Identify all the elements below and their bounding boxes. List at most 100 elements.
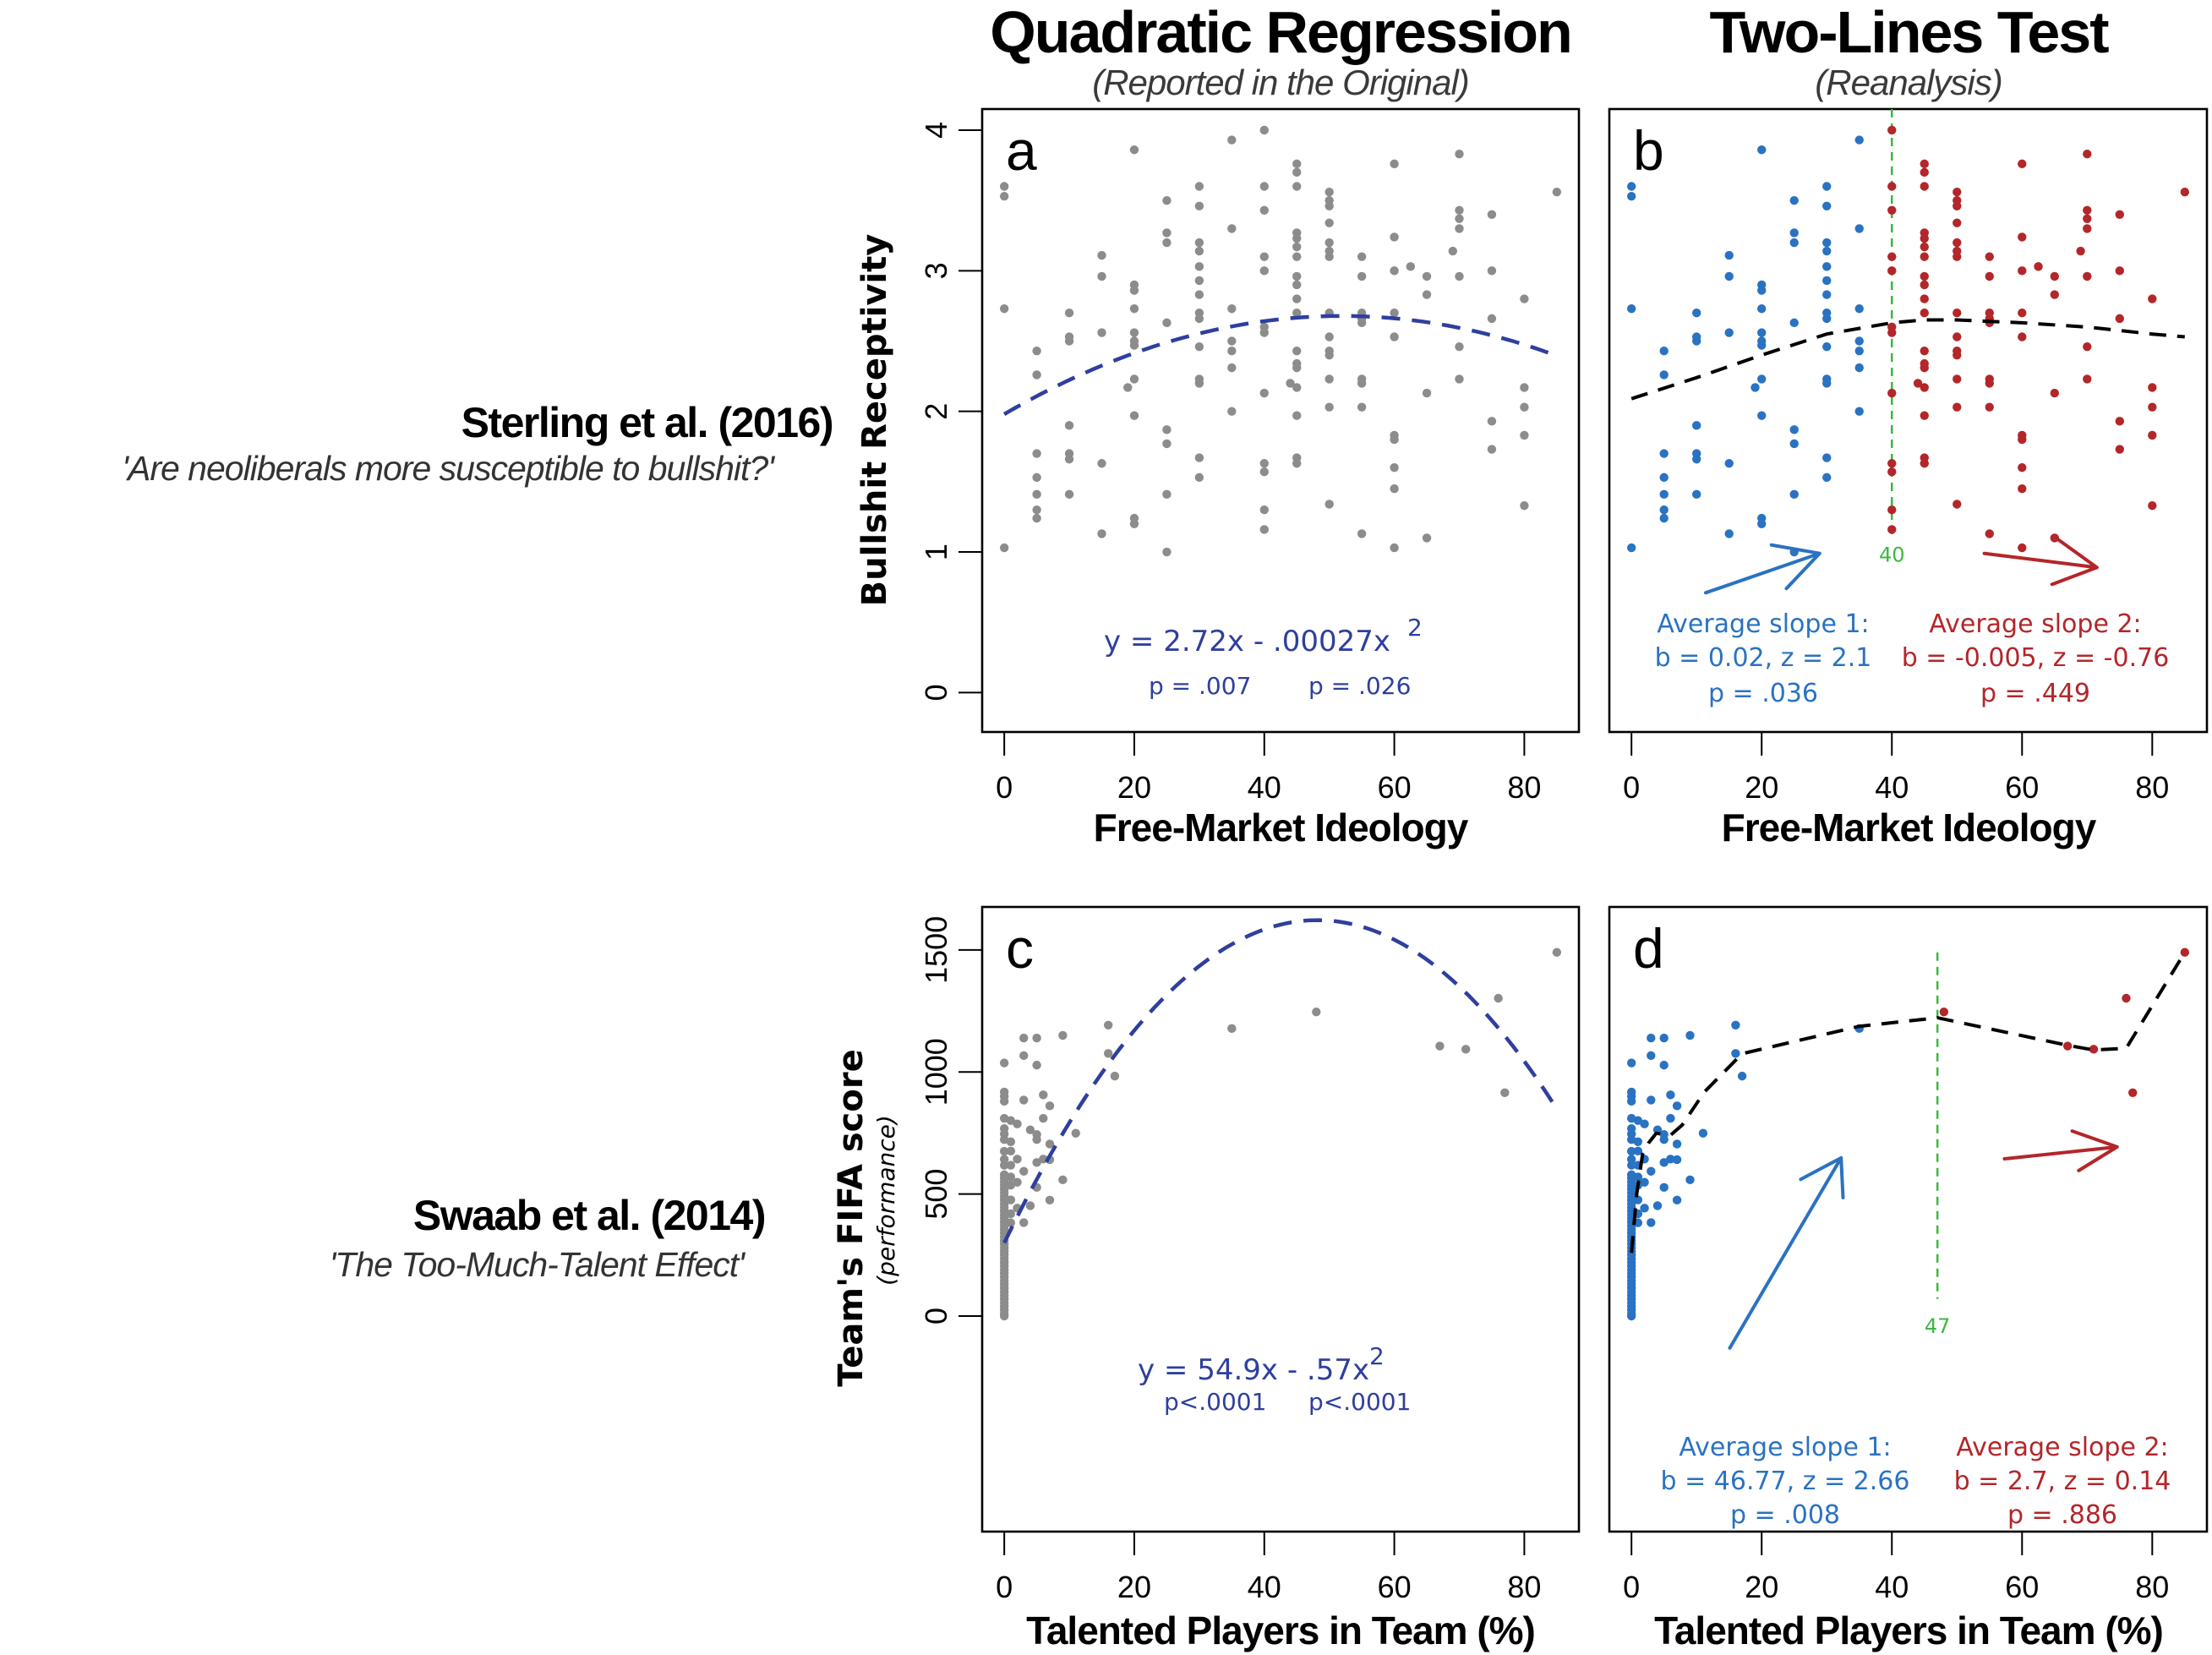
x-axis-label-c: Talented Players in Team (%) <box>1026 1609 1535 1652</box>
data-point <box>1659 1060 1669 1070</box>
y-tick-label: 1000 <box>919 1038 953 1106</box>
data-point <box>1920 182 1929 191</box>
data-point <box>1032 1135 1041 1144</box>
data-point <box>1390 434 1399 445</box>
data-point <box>1854 224 1864 233</box>
data-point <box>1672 1101 1682 1111</box>
data-point <box>1985 529 1994 538</box>
data-point <box>1324 332 1334 341</box>
data-point <box>1520 402 1529 412</box>
data-point <box>1019 1033 1029 1043</box>
data-point <box>1129 145 1139 155</box>
data-point <box>1103 1020 1113 1030</box>
data-point <box>1647 1095 1656 1105</box>
data-point <box>1019 1218 1029 1227</box>
data-point <box>1953 374 1962 384</box>
data-point <box>1724 250 1734 260</box>
panel-d: 0 20 40 60 80 d 47 Average slope 1: b = 46.77, z… <box>1608 905 2209 1604</box>
data-point <box>1737 1071 1747 1081</box>
data-point <box>999 1146 1009 1156</box>
data-point <box>2034 262 2043 271</box>
data-point <box>1920 411 1929 420</box>
data-point <box>1194 238 1204 248</box>
data-point <box>1259 182 1269 191</box>
data-point <box>2018 232 2027 242</box>
data-point <box>1227 407 1237 416</box>
data-point <box>1647 1166 1656 1176</box>
data-point <box>1194 341 1204 352</box>
data-point <box>2050 388 2059 398</box>
data-point <box>1357 379 1367 388</box>
data-point <box>2122 993 2131 1003</box>
data-point <box>2062 1041 2073 1051</box>
data-point <box>1626 1311 1636 1321</box>
data-point <box>1194 201 1204 210</box>
data-point <box>1357 529 1367 538</box>
slope1-stats: b = 0.02, z = 2.1 <box>1655 643 1872 673</box>
data-point <box>1822 276 1832 286</box>
data-point <box>1110 1071 1120 1081</box>
data-point <box>1006 1146 1016 1155</box>
y-axis-label-bullshit: Bullshit Receptivity <box>855 234 894 607</box>
data-point <box>1286 379 1295 388</box>
data-point <box>1259 459 1269 468</box>
data-point <box>1633 1116 1643 1125</box>
data-point <box>2018 483 2027 494</box>
plot-frame <box>1608 905 2209 1533</box>
data-point <box>1006 1218 1016 1227</box>
y-tick-label: 3 <box>919 262 953 279</box>
data-point <box>1097 328 1106 337</box>
data-point <box>1659 489 1669 500</box>
data-point <box>1435 1041 1445 1051</box>
data-point <box>1672 1155 1682 1165</box>
data-point <box>1647 1051 1656 1061</box>
data-point <box>1920 252 1929 261</box>
data-point <box>1920 309 1929 318</box>
data-point <box>999 191 1009 201</box>
data-point <box>2148 430 2157 440</box>
data-point <box>1032 346 1041 356</box>
data-point <box>2083 205 2092 215</box>
data-point <box>1006 1195 1016 1204</box>
data-point <box>1724 271 1734 281</box>
slope2-title: Average slope 2: <box>1956 1433 2168 1462</box>
data-point <box>1064 421 1074 430</box>
data-point <box>1692 455 1701 464</box>
red-arrow-icon <box>1982 534 2099 587</box>
data-point <box>1129 286 1139 295</box>
data-point <box>1194 379 1204 388</box>
data-point <box>1659 513 1669 523</box>
data-point <box>1672 1195 1682 1205</box>
y-tick-label: 500 <box>919 1169 953 1220</box>
data-point <box>1953 350 1962 360</box>
x-tick-label: 40 <box>1875 1570 1909 1604</box>
data-point <box>2180 187 2190 197</box>
data-point <box>1019 1166 1029 1176</box>
blue-arrow-icon <box>1703 543 1821 595</box>
y-tick-label: 4 <box>919 122 953 139</box>
data-point <box>2018 309 2027 318</box>
x-tick-label: 0 <box>996 770 1013 805</box>
data-point <box>1422 290 1432 299</box>
data-point <box>999 1096 1009 1106</box>
data-point <box>1520 383 1529 392</box>
x-tick-label: 0 <box>996 1570 1013 1604</box>
data-point <box>1162 238 1172 248</box>
data-point <box>2148 383 2157 392</box>
data-point <box>1013 1155 1022 1164</box>
x-tick-label: 20 <box>1745 1570 1778 1604</box>
data-point <box>1757 411 1767 420</box>
data-point <box>1097 529 1106 538</box>
data-point <box>1390 266 1399 276</box>
quadratic-fit-line <box>1002 314 1558 416</box>
data-point <box>1025 1125 1035 1134</box>
x-tick-label: 20 <box>1117 1570 1151 1604</box>
equation-superscript: 2 <box>1407 614 1423 642</box>
data-point <box>1685 1030 1695 1041</box>
data-point <box>1324 402 1334 412</box>
x-tick-label: 60 <box>1378 770 1412 805</box>
study-subtitle-sterling: 'Are neoliberals more susceptible to bul… <box>122 449 775 488</box>
data-point <box>1032 449 1041 458</box>
data-point <box>1129 519 1139 528</box>
data-point <box>1640 1204 1649 1213</box>
